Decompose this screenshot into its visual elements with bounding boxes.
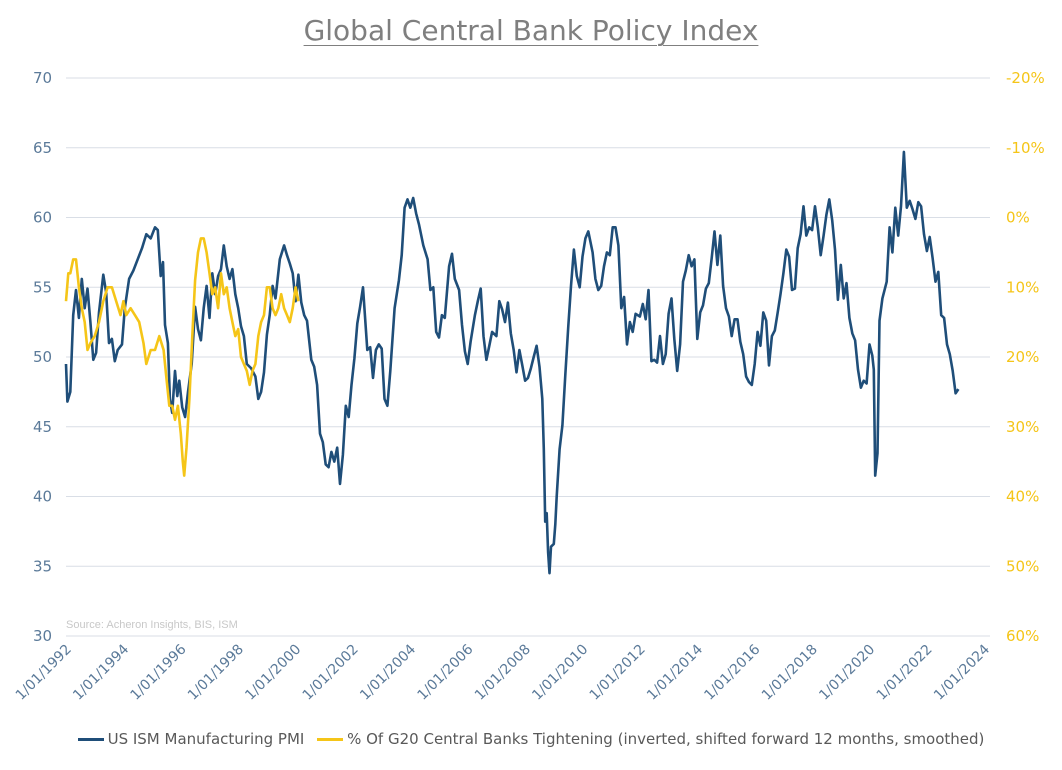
x-tick-label: 1/01/2012 [587,642,649,704]
y-right-tick-label: 40% [1006,488,1039,506]
y-right-tick-label: -20% [1006,69,1045,87]
x-axis-ticks: 1/01/19921/01/19941/01/19961/01/19981/01… [13,641,993,703]
y-right-tick-label: 30% [1006,418,1039,436]
y-right-tick-label: -10% [1006,139,1045,157]
y-left-tick-label: 50 [33,348,52,366]
y-right-tick-label: 50% [1006,557,1039,575]
right-axis-ticks: -20% -10% 0% 10% 20% 30% 40% 50% 60% [1006,69,1045,645]
x-tick-label: 1/01/1996 [128,641,190,703]
x-tick-label: 1/01/2014 [644,641,706,703]
y-left-tick-label: 45 [33,418,52,436]
y-left-tick-label: 65 [33,139,52,157]
gridlines [66,77,990,637]
legend-label-g20: % Of G20 Central Banks Tightening (inver… [347,730,985,748]
y-left-tick-label: 70 [33,69,52,87]
series-line-pmi [64,150,960,575]
legend-item-g20: % Of G20 Central Banks Tightening (inver… [317,730,984,748]
x-tick-label: 1/01/2004 [357,641,419,703]
x-tick-label: 1/01/2006 [414,641,476,703]
x-tick-label: 1/01/2010 [529,642,591,704]
left-axis-ticks: 70 65 60 55 50 45 40 35 30 [33,69,52,645]
y-left-tick-label: 35 [33,557,52,575]
source-note: Source: Acheron Insights, BIS, ISM [66,619,238,631]
y-left-tick-label: 60 [33,209,52,227]
x-tick-label: 1/01/1998 [185,642,247,704]
x-tick-label: 1/01/2020 [816,642,878,704]
y-right-tick-label: 10% [1006,278,1039,296]
chart-title: Global Central Bank Policy Index [303,14,759,47]
y-right-tick-label: 60% [1006,627,1039,645]
y-right-tick-label: 0% [1006,209,1030,227]
series-lines [64,150,960,575]
x-tick-label: 1/01/2018 [759,642,821,704]
x-tick-label: 1/01/1994 [70,641,132,703]
legend: US ISM Manufacturing PMI % Of G20 Centra… [0,730,1062,748]
y-left-tick-label: 40 [33,488,52,506]
y-right-tick-label: 20% [1006,348,1039,366]
x-tick-label: 1/01/1992 [13,642,75,704]
x-tick-label: 1/01/2000 [242,642,304,704]
series-line-g20-tightening [64,237,300,477]
legend-item-pmi: US ISM Manufacturing PMI [77,730,305,748]
legend-label-pmi: US ISM Manufacturing PMI [107,730,305,748]
y-left-tick-label: 30 [33,627,52,645]
x-tick-label: 1/01/2002 [300,642,362,704]
x-tick-label: 1/01/2016 [701,641,763,703]
x-tick-label: 1/01/2024 [931,641,993,703]
y-left-tick-label: 55 [33,278,52,296]
legend-swatch-g20 [317,738,344,741]
x-tick-label: 1/01/2022 [874,642,936,704]
x-tick-label: 1/01/2008 [472,642,534,704]
legend-swatch-pmi [77,738,104,741]
